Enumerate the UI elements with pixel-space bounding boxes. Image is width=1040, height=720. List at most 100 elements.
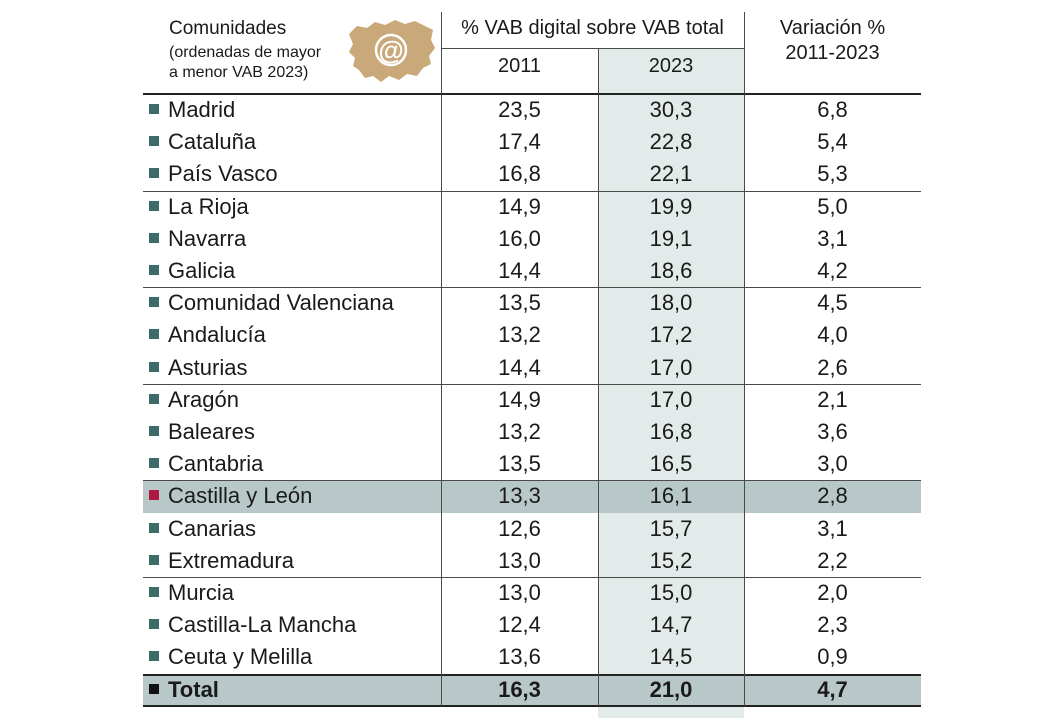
vab-digital-header: % VAB digital sobre VAB total [461,17,724,39]
year-2011-header: 2011 [497,55,541,77]
value-2011: 16,0 [498,225,541,251]
column-divider-left [441,94,442,706]
sort-note-line-1: (ordenadas de mayor [169,44,322,61]
variation-header-line-2: 2011-2023 [785,42,880,64]
variation-value: 2,6 [817,354,848,380]
value-2023: 22,1 [649,161,693,187]
value-2023: 17,2 [649,322,693,348]
community-name: Canarias [168,515,257,541]
community-name: Andalucía [168,322,266,348]
value-2011: 13,2 [498,419,541,444]
value-2011: 13,5 [498,451,541,477]
variation-value: 4,7 [817,677,848,703]
variation-value: 5,0 [817,193,848,219]
value-2023: 17,0 [649,354,693,380]
value-2023: 14,5 [649,644,693,670]
value-2011: 12,4 [498,612,541,638]
header-divider-years [598,48,599,94]
row-marker-square [149,587,159,597]
value-2023: 18,6 [649,258,693,283]
table-row: Ceuta y Melilla 13,6 14,5 0,9 [143,641,921,673]
header-subline [441,48,744,49]
community-name: Cantabria [168,451,264,477]
table-row: La Rioja 14,9 19,9 5,0 [143,191,921,223]
value-2023: 15,7 [649,515,693,541]
table-row: Murcia 13,0 15,0 2,0 [143,577,921,609]
variation-value: 3,1 [817,225,848,251]
column-divider-years [598,94,599,706]
map-shape [349,20,435,82]
variation-value: 4,5 [817,290,848,316]
row-marker-square [149,458,159,469]
row-marker-square [149,329,159,340]
value-2023: 16,8 [649,419,693,444]
variation-header-line-1: Variación % [779,17,886,39]
group-separator [143,480,921,482]
value-2023: 18,0 [649,290,693,316]
row-marker-square [149,554,159,565]
value-2023: 16,5 [649,451,693,477]
value-2011: 13,0 [498,580,541,605]
community-name: Castilla-La Mancha [168,612,357,638]
value-2011: 14,4 [498,354,541,380]
total-row: Total 16,3 21,0 4,7 [143,674,921,707]
value-2011: 13,5 [498,290,541,316]
community-name: Navarra [168,225,247,251]
variation-value: 0,9 [817,644,848,670]
row-marker-square [149,297,159,308]
value-2011: 12,6 [498,515,541,541]
variation-value: 4,2 [817,258,848,283]
row-marker-square [149,684,159,695]
sort-note-line-2: a menor VAB 2023) [169,64,309,81]
row-marker-square [149,651,159,662]
value-2023: 22,8 [649,129,693,155]
group-separator [143,577,921,578]
table-row: Aragón 14,9 17,0 2,1 [143,384,921,416]
row-marker-square [149,200,159,211]
variation-value: 2,2 [817,547,848,573]
value-2011: 14,9 [498,193,541,219]
table-row: Asturias 14,4 17,0 2,6 [143,352,921,384]
table-row: Cataluña 17,4 22,8 5,4 [143,126,921,158]
value-2011: 23,5 [498,97,541,122]
at-symbol-ring [374,33,408,67]
communities-header: Comunidades [169,18,287,39]
variation-value: 2,3 [817,612,848,638]
row-marker-square [149,619,159,630]
year-2023-header: 2023 [648,55,694,77]
table-row: Galicia 14,4 18,6 4,2 [143,255,921,287]
table-row: País Vasco 16,8 22,1 5,3 [143,158,921,190]
variation-value: 4,0 [817,322,848,348]
value-2011: 16,3 [498,677,541,703]
value-2023: 19,1 [649,225,693,251]
castilla-leon-map-logo: @ [349,20,435,82]
table-row: Andalucía 13,2 17,2 4,0 [143,319,921,351]
row-marker-square [149,393,159,404]
value-2011: 16,8 [498,161,541,187]
total-top-rule [143,673,921,676]
table-row: Madrid 23,5 30,3 6,8 [143,94,921,126]
community-name: Extremadura [168,547,294,573]
row-marker-square [149,265,159,275]
value-2023: 16,1 [649,483,693,509]
table-row: Castilla-La Mancha 12,4 14,7 2,3 [143,609,921,641]
value-2011: 17,4 [498,129,541,155]
community-name: Asturias [168,354,248,380]
communities-sort-note: (ordenadas de mayor a menor VAB 2023) [169,43,349,83]
group-separator [143,287,921,289]
table-row: Comunidad Valenciana 13,5 18,0 4,5 [143,287,921,319]
value-2023: 14,7 [649,612,693,638]
community-name: Ceuta y Melilla [168,644,313,670]
variation-value: 6,8 [817,97,848,122]
community-name: Total [168,677,219,703]
table-row: Canarias 12,6 15,7 3,1 [143,513,921,545]
variation-value: 2,0 [817,580,848,605]
value-2011: 14,9 [498,386,541,412]
header-divider-left [441,12,442,94]
variation-header: Variación % 2011-2023 [744,16,921,66]
table-row: Cantabria 13,5 16,5 3,0 [143,448,921,480]
community-name: Baleares [168,419,255,444]
group-separator [143,383,921,385]
row-marker-square [149,490,159,501]
community-name: Castilla y León [168,483,313,509]
